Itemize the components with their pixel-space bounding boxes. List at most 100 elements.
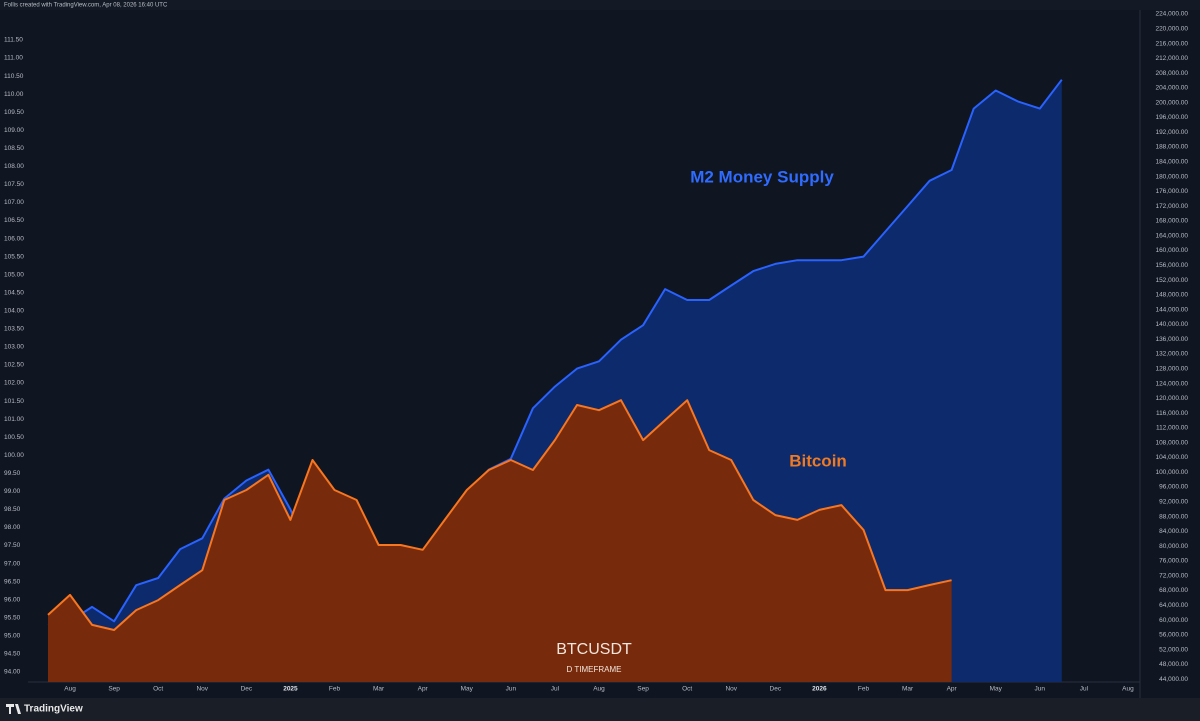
y-tick-label: 104.50 [4,289,24,296]
y2-tick-label: 200,000.00 [1155,99,1188,106]
y2-tick-label: 56,000.00 [1159,632,1188,639]
x-tick-label: Sep [108,686,120,693]
y-tick-label: 99.50 [4,470,21,477]
y-tick-label: 100.00 [4,452,24,459]
annotation: BTCUSDT [556,641,632,658]
x-tick-label: Jun [506,686,517,693]
y2-tick-label: 180,000.00 [1155,173,1188,180]
y-tick-label: 102.50 [4,362,24,369]
y-tick-label: 106.50 [4,217,24,224]
x-tick-label: May [461,686,474,693]
y-tick-label: 109.00 [4,127,24,134]
plot [47,79,1063,682]
x-tick-label: Dec [241,686,253,693]
y-tick-label: 98.00 [4,524,21,531]
y-tick-label: 105.00 [4,271,24,278]
y2-tick-label: 132,000.00 [1155,351,1188,358]
y2-tick-label: 104,000.00 [1155,454,1188,461]
x-tick-label: Aug [1122,686,1134,693]
x-tick-label: Jun [1035,686,1046,693]
y-tick-label: 94.50 [4,651,21,658]
x-tick-label: Feb [329,686,341,693]
footer: TradingView [24,704,83,715]
y-tick-label: 110.50 [4,73,24,80]
y-tick-label: 96.00 [4,596,21,603]
y2-tick-label: 148,000.00 [1155,292,1188,299]
y-tick-label: 103.50 [4,326,24,333]
annotation: M2 Money Supply [690,167,834,186]
x-tick-label: Oct [153,686,163,693]
y2-tick-label: 116,000.00 [1156,410,1188,417]
x-tick-label: Apr [947,686,958,693]
y2-tick-label: 172,000.00 [1155,203,1188,210]
y-tick-label: 95.00 [4,632,21,639]
y-tick-label: 97.00 [4,560,21,567]
series-line [47,79,1063,626]
y2-tick-label: 88,000.00 [1159,513,1188,520]
y2-tick-label: 224,000.00 [1155,11,1188,18]
annotation: Bitcoin [789,451,847,470]
x-tick-label: Mar [902,686,914,693]
y2-tick-label: 64,000.00 [1159,602,1188,609]
y2-tick-label: 176,000.00 [1155,188,1188,195]
y2-tick-label: 80,000.00 [1159,543,1188,550]
y2-tick-label: 168,000.00 [1155,218,1188,225]
y2-tick-label: 152,000.00 [1155,277,1188,284]
y2-tick-label: 216,000.00 [1155,40,1188,47]
y-tick-label: 107.00 [4,199,24,206]
y2-tick-label: 160,000.00 [1155,247,1188,254]
y-tick-label: 107.50 [4,181,24,188]
y-tick-label: 98.50 [4,506,21,513]
x-tick-label: Apr [418,686,429,693]
y2-tick-label: 188,000.00 [1155,144,1188,151]
x-tick-label: Nov [725,686,737,693]
x-tick-label: 2026 [812,686,827,693]
y2-tick-label: 96,000.00 [1159,484,1188,491]
y-tick-label: 109.50 [4,109,24,116]
y2-tick-label: 44,000.00 [1159,676,1188,683]
y-tick-label: 105.50 [4,253,24,260]
y2-tick-label: 156,000.00 [1155,262,1188,269]
y-tick-label: 106.00 [4,235,24,242]
x-tick-label: Sep [637,686,649,693]
y-tick-label: 97.50 [4,542,21,549]
y-tick-label: 100.50 [4,434,24,441]
y2-tick-label: 52,000.00 [1159,646,1188,653]
y2-tick-label: 140,000.00 [1155,321,1188,328]
y-tick-label: 99.00 [4,488,21,495]
y2-tick-label: 192,000.00 [1155,129,1188,136]
y2-tick-label: 72,000.00 [1159,572,1188,579]
y2-tick-label: 204,000.00 [1155,85,1188,92]
y-tick-label: 103.00 [4,344,24,351]
y2-tick-label: 136,000.00 [1155,336,1188,343]
y2-tick-label: 92,000.00 [1159,499,1188,506]
y2-tick-label: 220,000.00 [1155,25,1188,32]
y2-tick-label: 144,000.00 [1155,306,1188,313]
y2-tick-label: 76,000.00 [1159,558,1188,565]
y2-tick-label: 120,000.00 [1155,395,1188,402]
header: Follis created with TradingView.com, Apr… [4,3,168,9]
x-tick-label: Oct [682,686,692,693]
y2-tick-label: 124,000.00 [1155,380,1188,387]
y2-tick-label: 196,000.00 [1155,114,1188,121]
logo [6,704,21,714]
y-tick-label: 101.00 [4,416,24,423]
x-tick-label: Dec [770,686,782,693]
x-tick-label: Aug [593,686,605,693]
y2-tick-label: 212,000.00 [1155,55,1188,62]
x-tick-label: Jul [1080,686,1089,693]
x-tick-label: Jul [551,686,560,693]
footer-bar [0,698,1200,721]
y-tick-label: 108.50 [4,145,24,152]
y2-tick-label: 164,000.00 [1155,232,1188,239]
x-tick-label: May [990,686,1003,693]
header-bar [0,0,1200,10]
series-area [48,400,952,682]
y2-tick-label: 84,000.00 [1159,528,1188,535]
y2-tick-label: 108,000.00 [1155,439,1188,446]
y-tick-label: 96.50 [4,578,21,585]
y2-tick-label: 208,000.00 [1155,70,1188,77]
y2-tick-label: 48,000.00 [1159,661,1188,668]
y-tick-label: 111.50 [4,37,23,44]
